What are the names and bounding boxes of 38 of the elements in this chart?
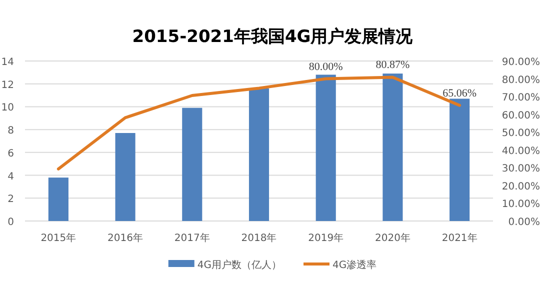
x-tick-label: 2016年 [108, 232, 144, 244]
bar [48, 178, 68, 221]
y2-tick-label: 20.00% [502, 181, 540, 192]
y-tick-label: 14 [1, 57, 14, 68]
x-tick-label: 2015年 [40, 232, 76, 244]
bar [316, 74, 336, 221]
data-label: 80.00% [308, 60, 343, 73]
bar [115, 133, 136, 221]
bar [248, 88, 270, 221]
bar [182, 108, 202, 221]
y-tick-label: 4 [8, 171, 14, 182]
legend-label: 4G渗透率 [332, 259, 377, 271]
data-label: 65.06% [442, 87, 477, 100]
y-tick-label: 10 [1, 102, 14, 114]
data-label: 80.87% [376, 59, 410, 72]
x-tick-label: 2020年 [374, 232, 410, 244]
x-tick-label: 2021年 [442, 232, 478, 244]
y-tick-label: 12 [1, 80, 14, 91]
x-tick-label: 2017年 [174, 232, 210, 244]
chart-title: 2015-2021年我国4G用户发展情况 [132, 27, 414, 47]
y-tick-label: 8 [8, 126, 14, 137]
x-tick-label: 2018年 [241, 232, 277, 244]
y-tick-label: 0 [8, 217, 14, 228]
y2-tick-label: 60.00% [502, 110, 540, 122]
y2-tick-label: 70.00% [502, 92, 540, 104]
y2-tick-label: 40.00% [502, 146, 540, 157]
bar [450, 98, 470, 221]
y2-tick-label: 30.00% [502, 164, 540, 175]
legend-label: 4G用户数（亿人） [197, 259, 282, 271]
y2-tick-label: 10.00% [502, 199, 540, 210]
y2-tick-label: 0.00% [508, 217, 540, 228]
y2-tick-label: 50.00% [502, 128, 540, 140]
bar [382, 74, 403, 221]
x-tick-label: 2019年 [308, 232, 344, 244]
y2-tick-label: 90.00% [502, 57, 540, 68]
y-tick-label: 2 [8, 194, 14, 206]
y-tick-label: 6 [8, 148, 14, 160]
y2-tick-label: 80.00% [502, 74, 540, 86]
